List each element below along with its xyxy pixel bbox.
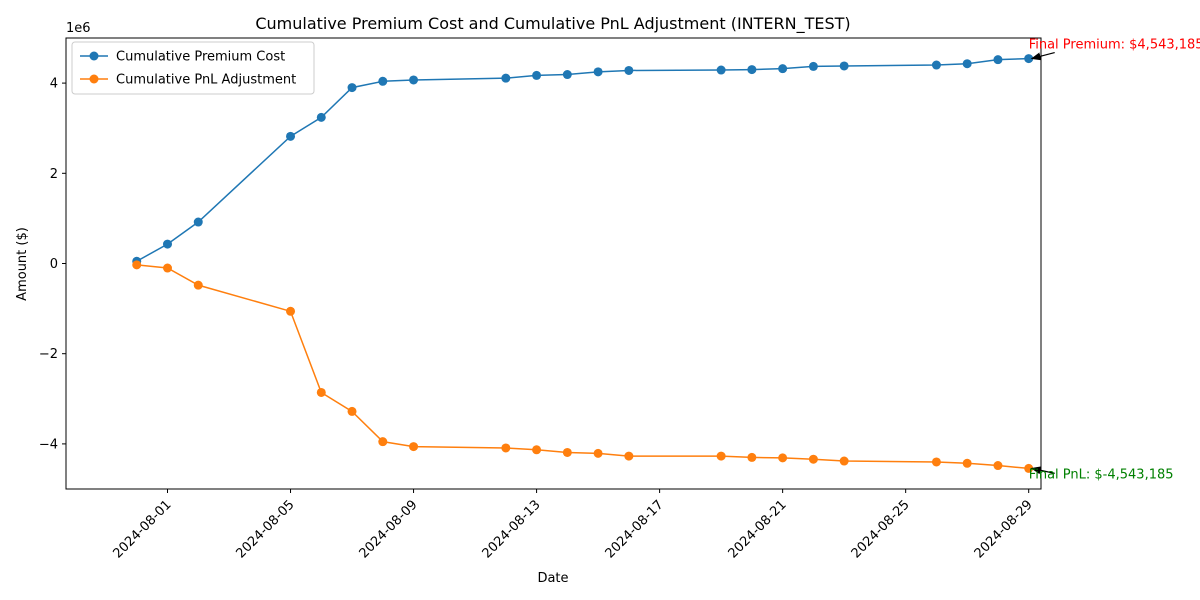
series-0-point-14 [747, 65, 757, 75]
series-0-point-17 [839, 61, 849, 71]
legend-label-0: Cumulative Premium Cost [116, 50, 285, 65]
series-0-point-7 [409, 75, 419, 85]
y-tick-label-3: 2 [50, 167, 58, 182]
y-tick-label-4: 4 [50, 77, 58, 92]
series-1-point-1 [163, 263, 172, 273]
x-tick-label-6: 2024-08-25 [849, 497, 913, 561]
legend-marker-1 [89, 74, 99, 84]
series-0-point-6 [378, 76, 388, 86]
x-tick-label-3: 2024-08-13 [480, 497, 544, 561]
series-0-point-2 [193, 217, 203, 227]
annotations: Final Premium: $4,543,185 Final PnL: $-4,… [1029, 38, 1200, 483]
series-0-point-20 [993, 55, 1003, 65]
series-1-point-13 [716, 451, 726, 461]
plot-layer [132, 54, 1034, 473]
series-0-point-16 [808, 61, 818, 71]
x-tick-label-1: 2024-08-05 [234, 497, 298, 561]
series-1-point-3 [286, 306, 296, 316]
y-offset-label: 1e6 [66, 21, 91, 36]
series-1-point-20 [993, 461, 1003, 471]
legend-label-1: Cumulative PnL Adjustment [116, 73, 296, 88]
annotation-text-0: Final Premium: $4,543,185 [1029, 38, 1200, 53]
annotation-arrow-0 [1030, 52, 1055, 61]
series-line-0 [136, 57, 1029, 262]
series-0-point-8 [501, 73, 511, 83]
x-axis-label: Date [537, 571, 568, 586]
chart-title: Cumulative Premium Cost and Cumulative P… [255, 14, 850, 34]
series-1-point-7 [409, 442, 419, 452]
legend-box [71, 41, 315, 95]
series-0-point-5 [347, 83, 357, 93]
series-1-point-19 [962, 458, 972, 468]
x-tick-label-4: 2024-08-17 [603, 497, 667, 561]
series-0-point-13 [716, 65, 726, 75]
series-1-point-2 [193, 280, 203, 290]
annotation-arrow-1 [1030, 466, 1055, 475]
x-tick-label-5: 2024-08-21 [726, 497, 790, 561]
series-0-point-15 [778, 64, 788, 74]
series-0-point-4 [316, 112, 326, 122]
series-0-point-10 [562, 70, 572, 80]
series-1-point-16 [808, 454, 818, 464]
series-line-1 [136, 264, 1029, 470]
annotation-text-1: Final PnL: $-4,543,185 [1029, 467, 1174, 482]
legend: Cumulative Premium Cost Cumulative PnL Ad… [71, 41, 315, 95]
x-tick-label-0: 2024-08-01 [111, 497, 175, 561]
y-tick-label-1: −2 [39, 347, 58, 362]
series-0-point-1 [163, 239, 172, 249]
y-tick-label-2: 0 [50, 257, 58, 272]
series-1-point-9 [532, 445, 542, 455]
y-axis-label: Amount ($) [15, 227, 30, 301]
y-tick-label-0: −4 [39, 437, 58, 452]
series-1-point-15 [778, 453, 788, 463]
series-1-point-0 [132, 260, 142, 270]
series-0-point-11 [593, 67, 603, 77]
series-1-point-12 [624, 451, 634, 461]
series-1-point-17 [839, 456, 849, 466]
series-1-point-11 [593, 448, 603, 458]
series-0-point-12 [624, 65, 634, 75]
series-1-point-4 [316, 387, 326, 397]
legend-marker-0 [89, 51, 99, 61]
series-1-point-14 [747, 452, 757, 462]
series-0-point-9 [532, 70, 542, 80]
series-1-point-5 [347, 406, 357, 416]
series-0-point-19 [962, 59, 972, 69]
series-1-point-10 [562, 447, 572, 457]
series-1-point-8 [501, 443, 511, 453]
series-0-point-18 [931, 60, 941, 70]
axes-frame [65, 37, 1042, 490]
series-0-point-3 [286, 131, 296, 141]
series-1-point-18 [931, 457, 941, 467]
series-1-point-6 [378, 437, 388, 447]
x-tick-label-2: 2024-08-09 [357, 497, 421, 561]
x-tick-label-7: 2024-08-29 [972, 497, 1036, 561]
